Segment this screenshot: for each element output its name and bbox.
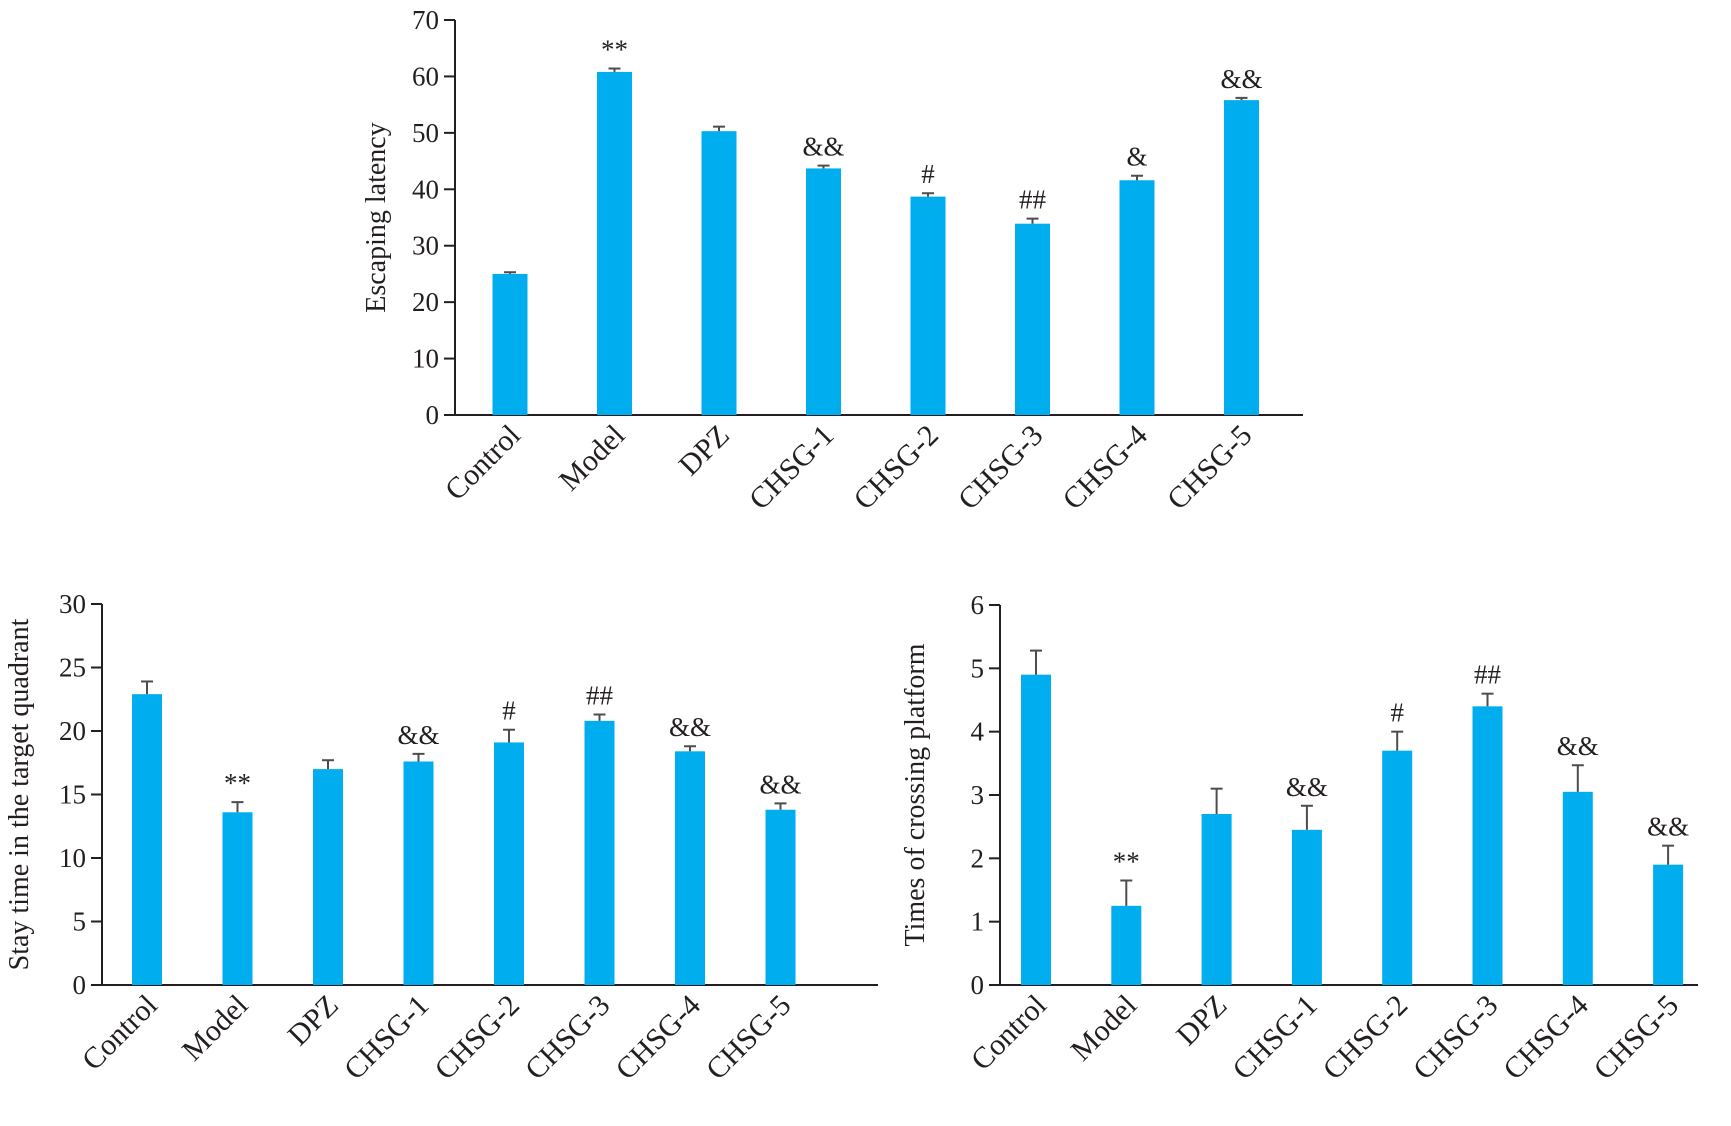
bar [1224,100,1259,415]
y-tick-label: 25 [59,653,86,683]
category-label: CHSG-5 [1587,989,1685,1087]
bar [584,720,615,985]
y-tick-label: 70 [412,5,439,35]
y-tick-label: 30 [412,231,439,261]
bar [132,694,162,985]
y-tick-label: 60 [412,61,439,91]
y-axis-title: Times of crossing platform [900,643,931,946]
y-tick-label: 20 [59,716,86,746]
bar [494,742,524,985]
y-tick-label: 0 [971,970,985,1000]
significance-label: && [1557,731,1599,761]
significance-label: # [502,696,516,726]
bar [1021,674,1051,985]
y-tick-label: 3 [971,780,985,810]
bar [1015,223,1050,415]
category-label: CHSG-2 [1317,989,1415,1087]
y-tick-label: 15 [59,780,86,810]
y-tick-label: 20 [412,287,439,317]
category-label: CHSG-3 [519,989,617,1087]
bar [675,751,705,985]
bar [1201,814,1232,985]
significance-label: && [1220,64,1262,94]
bar [492,273,528,415]
significance-label: && [802,132,844,162]
category-label: Control [439,419,527,507]
bar [403,761,434,985]
significance-label: ** [1113,847,1140,877]
bar [597,71,632,416]
significance-label: ** [224,768,251,798]
y-tick-label: 10 [59,843,86,873]
significance-label: && [1286,772,1328,802]
y-tick-label: 40 [412,174,439,204]
y-axis-title: Escaping latency [361,122,392,312]
category-label: CHSG-1 [743,419,841,517]
y-tick-label: 5 [73,907,87,937]
escaping-latency-chart: 0 10 20 30 40 50 60 70 Escaping latency Control **… [361,5,1303,516]
category-label: Control [76,989,164,1077]
category-label: DPZ [282,989,345,1052]
bar [1472,706,1503,985]
bar [765,809,796,985]
category-label: Model [553,419,632,498]
category-label: CHSG-4 [1056,419,1154,517]
category-label: CHSG-2 [428,989,526,1087]
category-label: CHSG-5 [1161,419,1259,517]
significance-label: # [1390,698,1404,728]
stay-time-chart: 0 5 10 15 20 25 30 Stay time in the target quad… [4,589,878,1086]
bar [806,168,841,415]
y-tick-label: 1 [971,907,985,937]
category-label: CHSG-1 [338,989,436,1087]
significance-label: && [669,712,711,742]
y-tick-label: 0 [426,400,440,430]
y-tick-label: 0 [73,970,87,1000]
crossing-platform-chart: 0 1 2 3 4 5 6 Times of crossing platform Control… [900,590,1698,1086]
bar [910,196,946,415]
bar [222,812,253,985]
category-label: Model [176,989,255,1068]
category-label: CHSG-3 [1407,989,1505,1087]
y-tick-label: 5 [971,653,985,683]
bar [701,131,737,415]
bar [1291,829,1322,985]
significance-label: ## [1474,660,1502,690]
y-tick-label: 10 [412,344,439,374]
category-label: Control [965,989,1053,1077]
y-axis-title: Stay time in the target quadrant [4,618,35,970]
category-label: CHSG-3 [952,419,1050,517]
y-tick-label: 50 [412,118,439,148]
y-tick-label: 6 [971,590,985,620]
bar [1653,864,1684,985]
category-label: CHSG-4 [1497,989,1595,1087]
bar [313,769,343,985]
category-label: CHSG-5 [700,989,798,1087]
y-tick-label: 2 [971,843,985,873]
category-label: CHSG-2 [847,419,945,517]
category-label: CHSG-4 [609,989,707,1087]
category-label: Model [1065,989,1144,1068]
significance-label: && [397,720,439,750]
category-label: DPZ [1170,989,1233,1052]
significance-label: && [759,769,801,799]
significance-label: # [921,159,935,189]
bar [1562,791,1593,985]
category-label: CHSG-1 [1226,989,1324,1087]
significance-label: & [1126,142,1147,172]
category-label: DPZ [673,419,736,482]
bar [1382,750,1413,985]
y-tick-label: 4 [971,717,985,747]
significance-label: ## [1019,185,1047,215]
bar [1119,180,1155,415]
significance-label: ** [601,35,628,65]
significance-label: && [1647,812,1689,842]
bar [1111,905,1142,985]
significance-label: ## [586,680,614,710]
y-tick-label: 30 [59,589,86,619]
